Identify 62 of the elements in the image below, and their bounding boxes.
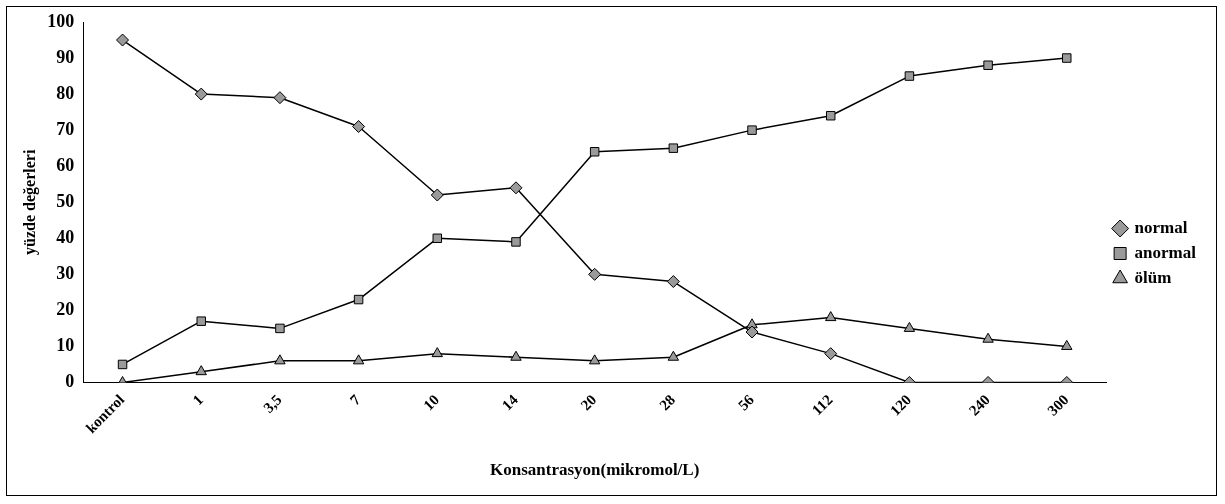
point: [903, 321, 916, 332]
y-tick-label: 20: [56, 299, 75, 320]
y-tick-label: 80: [56, 82, 75, 103]
x-axis-title: Konsantrasyon(mikromol/L): [489, 460, 700, 480]
point: [588, 267, 602, 281]
point: [666, 275, 680, 289]
y-tick-label: 0: [65, 371, 75, 392]
point: [667, 350, 680, 361]
point: [904, 71, 915, 81]
point: [431, 347, 443, 358]
point: [825, 110, 836, 121]
x-tick-label: 240: [965, 391, 993, 419]
point: [511, 237, 521, 247]
point: [273, 91, 287, 105]
x-tick-label: 7: [346, 391, 364, 408]
point: [196, 316, 206, 326]
point: [589, 147, 600, 157]
x-tick-label: 112: [808, 391, 836, 419]
x-tick-label: 120: [887, 391, 915, 419]
y-tick-label: 40: [56, 226, 75, 247]
point: [588, 354, 601, 365]
point: [352, 354, 365, 365]
point: [432, 233, 443, 244]
point: [116, 33, 130, 47]
point: [668, 143, 679, 153]
point: [117, 359, 128, 370]
legend-label: normal: [1134, 217, 1188, 237]
y-tick-label: 90: [56, 46, 75, 67]
point: [1061, 339, 1073, 350]
x-tick-label: 10: [420, 391, 443, 414]
point: [982, 332, 994, 343]
y-axis-title: yüzde değerleri: [20, 149, 39, 255]
y-tick-label: 100: [47, 10, 75, 31]
point: [275, 323, 285, 334]
point: [352, 120, 366, 134]
point: [1062, 53, 1072, 63]
point: [195, 365, 207, 376]
point: [510, 350, 522, 361]
y-tick-label: 10: [56, 335, 75, 356]
point: [353, 294, 364, 305]
x-tick-label: 1: [189, 391, 207, 408]
y-tick-label: 60: [56, 154, 75, 175]
point: [274, 354, 286, 365]
x-tick-label: 20: [577, 391, 600, 414]
x-tick-label: 28: [656, 391, 679, 414]
point: [194, 87, 208, 101]
point: [430, 188, 444, 202]
legend-label: ölüm: [1134, 267, 1172, 287]
point: [825, 311, 837, 322]
point: [509, 181, 523, 195]
point: [983, 60, 993, 70]
x-tick-label: 14: [498, 391, 522, 414]
y-tick-label: 70: [56, 118, 75, 139]
y-tick-label: 50: [56, 190, 75, 211]
legend-label: anormal: [1134, 242, 1197, 262]
point: [745, 325, 759, 339]
y-tick-label: 30: [56, 262, 75, 283]
point: [824, 347, 838, 361]
x-tick-label: 56: [734, 391, 758, 414]
x-tick-label: 3,5: [260, 391, 285, 416]
point: [747, 125, 757, 135]
x-tick-label: 300: [1044, 391, 1072, 419]
